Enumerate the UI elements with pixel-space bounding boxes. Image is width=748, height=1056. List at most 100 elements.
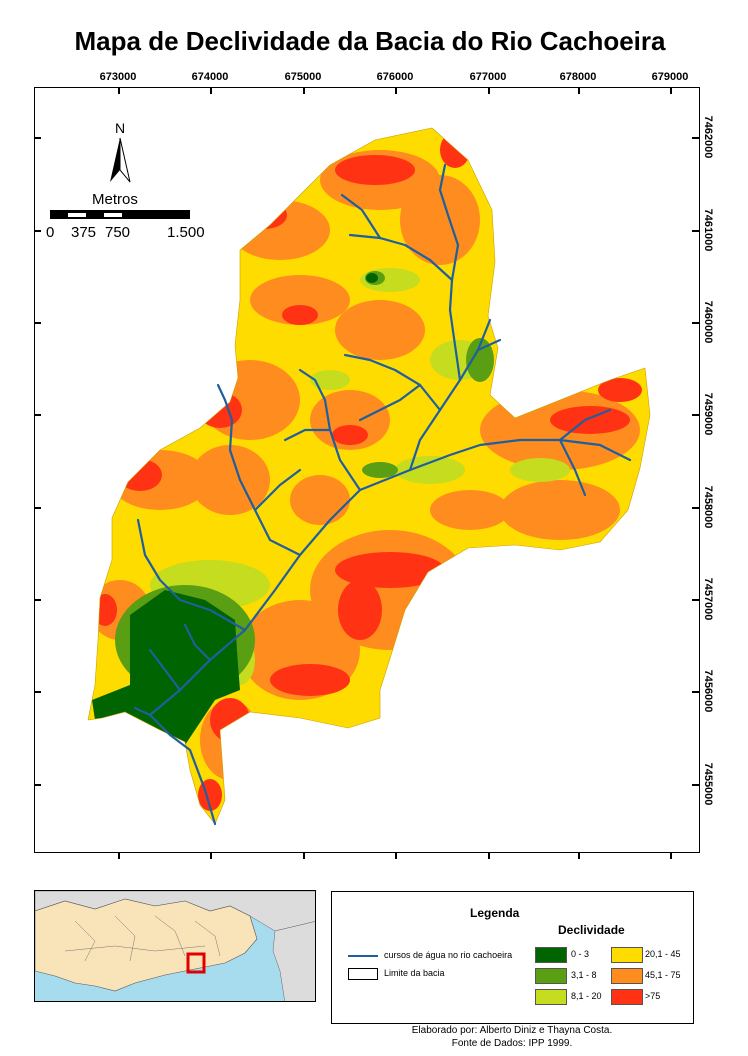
stream-main-channel [148,438,632,717]
legend-swatch-3-8 [535,968,567,984]
x-tick-mark [670,87,672,94]
x-tick-label: 673000 [99,71,137,83]
x-tick-mark [303,87,305,94]
x-tick-label: 675000 [284,71,322,83]
legend-basin-symbol [348,968,378,980]
y-tick-label: 7462000 [702,115,714,159]
y-tick-mark [34,599,41,601]
stream-branch-i [183,623,212,662]
x-tick-label: 676000 [376,71,414,83]
legend-swatch-20-45 [611,947,643,963]
x-tick-mark [578,87,580,94]
inset-map-graphic [35,891,315,1001]
y-tick-label: 7457000 [702,577,714,621]
stream-branch-l [340,193,382,240]
stream-branch-g [558,408,612,442]
inset-highlight-box [186,952,206,974]
x-tick-mark [578,852,580,859]
legend-stream-symbol [348,955,378,957]
stream-branch-e [358,383,422,422]
scale-label-375: 375 [71,224,97,241]
legend-class-label-3-8: 3,1 - 8 [571,970,597,980]
legend-class-label-8-20: 8,1 - 20 [571,991,602,1001]
y-tick-label: 7458000 [702,485,714,529]
scale-bar [50,210,190,219]
x-tick-mark [210,852,212,859]
credits-author: Elaborado por: Alberto Diniz e Thayna Co… [411,1025,613,1036]
y-tick-mark [34,414,41,416]
y-tick-label: 7460000 [702,300,714,344]
y-tick-mark [692,599,699,601]
stream-tributary-center [298,368,362,492]
legend-subtitle: Declividade [558,923,625,937]
map-frame [34,87,700,853]
slope-class-0-3 [92,273,378,745]
stream-branch-d [348,233,454,282]
stream-branch-j [148,648,182,692]
stream-branch-n [216,383,234,422]
inset-locator-map [34,890,316,1002]
legend: Legenda Declividade cursos de água no ri… [331,891,694,1024]
y-tick-label: 7459000 [702,392,714,436]
y-tick-mark [692,322,699,324]
stream-main-outlet [133,706,217,826]
x-tick-mark [210,87,212,94]
y-tick-mark [34,322,41,324]
y-tick-mark [34,137,41,139]
y-tick-mark [692,507,699,509]
legend-title: Legenda [470,906,520,920]
stream-tributary-southwest [136,518,247,632]
x-tick-mark [118,87,120,94]
y-tick-label: 7456000 [702,669,714,713]
stream-tributary-north [408,318,492,472]
stream-branch-a [343,353,442,412]
x-tick-label: 674000 [191,71,229,83]
x-tick-mark [488,852,490,859]
y-tick-mark [692,784,699,786]
y-tick-label: 7461000 [702,208,714,252]
legend-stream-label: cursos de água no rio cachoeira [384,950,513,960]
north-arrow-icon: N [110,120,131,183]
y-tick-label: 7455000 [702,762,714,806]
stream-branch-k [253,468,302,512]
y-tick-mark [692,691,699,693]
stream-branch-m [476,338,502,352]
x-tick-label: 679000 [651,71,689,83]
north-label: N [115,120,125,136]
x-tick-mark [303,852,305,859]
stream-tributary-west [228,418,302,557]
credits-source: Fonte de Dados: IPP 1999. [451,1038,573,1049]
legend-class-label-20-45: 20,1 - 45 [645,949,681,959]
stream-branch-b [448,243,462,382]
legend-swatch-0-3 [535,947,567,963]
legend-class-label-over-75: >75 [645,991,661,1001]
x-tick-label: 677000 [469,71,507,83]
stream-branch-h [558,438,587,497]
x-tick-mark [488,87,490,94]
legend-swatch-45-75 [611,968,643,984]
x-tick-mark [670,852,672,859]
stream-network [133,163,632,826]
y-tick-mark [692,230,699,232]
credits: Elaborado por: Alberto Diniz e Thayna Co… [330,1024,694,1050]
y-tick-mark [34,784,41,786]
stream-branch-c [438,163,460,247]
map-title: Mapa de Declividade da Bacia do Rio Cach… [74,26,666,56]
legend-swatch-8-20 [535,989,567,1005]
legend-basin-label: Limite da bacia [384,968,445,978]
x-tick-mark [118,852,120,859]
basin-outline [87,127,651,825]
x-tick-mark [395,87,397,94]
legend-class-label-45-75: 45,1 - 75 [645,970,681,980]
scale-label-1500: 1.500 [167,224,205,241]
y-tick-mark [692,137,699,139]
x-tick-mark [395,852,397,859]
y-tick-mark [692,414,699,416]
stream-branch-f [283,428,332,442]
scale-label-0: 0 [46,224,55,241]
x-tick-label: 678000 [559,71,597,83]
scale-title: Metros [92,191,138,208]
y-tick-mark [34,507,41,509]
y-tick-mark [34,230,41,232]
